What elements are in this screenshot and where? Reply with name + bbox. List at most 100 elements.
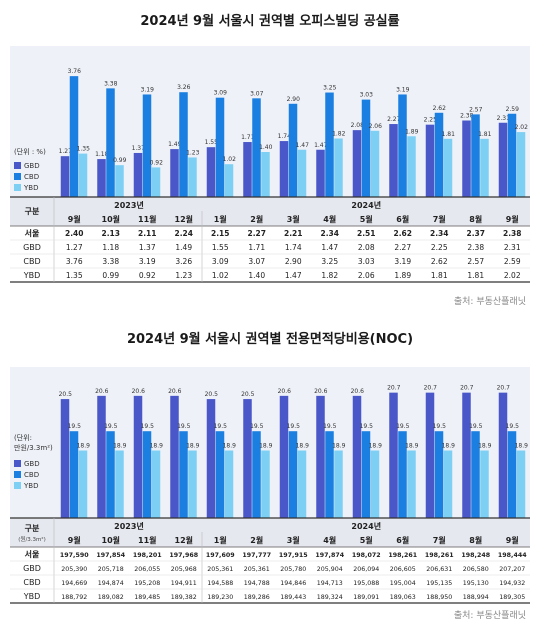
table-cell: 189,485 <box>134 594 160 601</box>
data-label: 20.7 <box>460 385 474 392</box>
bar-gbd <box>60 399 70 518</box>
table-cell: 1.37 <box>139 243 156 252</box>
month-label: 1월 <box>214 535 227 545</box>
data-label: 19.5 <box>214 423 228 430</box>
table-cell: 1.47 <box>285 271 302 280</box>
table-cell: 3.19 <box>139 257 156 266</box>
bar-gbd <box>243 142 252 197</box>
table-cell: 189,382 <box>171 594 197 601</box>
table-cell: 2.25 <box>431 243 448 252</box>
data-label: 2.57 <box>469 106 483 113</box>
legend-label: YBD <box>23 482 38 490</box>
data-label: 0.99 <box>113 157 127 164</box>
bar-cbd <box>215 431 225 518</box>
bar-ybd <box>480 450 489 518</box>
table-cell: 195,208 <box>134 580 160 587</box>
table-cell: 189,324 <box>317 594 343 601</box>
data-label: 20.5 <box>241 391 255 398</box>
table-cell: 198,261 <box>388 552 417 559</box>
source-note: 출처: 부동산플래닛 <box>453 297 526 307</box>
month-label: 1월 <box>214 214 227 224</box>
month-label: 9월 <box>506 535 519 545</box>
bar-ybd <box>115 165 124 197</box>
table-cell: 206,094 <box>353 566 379 573</box>
month-label: 5월 <box>360 214 373 224</box>
table-cell: 194,911 <box>171 580 197 587</box>
table-cell: 2.34 <box>430 229 449 238</box>
year-label: 2024년 <box>351 200 381 210</box>
table-cell: 2.37 <box>466 229 485 238</box>
row-label: GBD <box>23 564 41 573</box>
row-label: YBD <box>23 592 41 601</box>
month-label: 5월 <box>360 535 373 545</box>
month-label: 11월 <box>138 535 157 545</box>
year-label: 2023년 <box>114 521 144 531</box>
table-cell: 194,788 <box>244 580 270 587</box>
bar-ybd <box>334 138 343 197</box>
bar-cbd <box>106 88 115 197</box>
bar-ybd <box>297 149 307 197</box>
data-label: 2.06 <box>369 123 383 130</box>
bar-cbd <box>106 431 115 518</box>
table-cell: 2.38 <box>503 229 522 238</box>
table-cell: 198,261 <box>425 552 454 559</box>
bar-gbd <box>462 120 471 197</box>
table-cell: 2.40 <box>65 229 84 238</box>
data-label: 3.76 <box>68 68 82 75</box>
data-label: 20.6 <box>314 388 328 395</box>
table-cell: 1.35 <box>66 271 83 280</box>
data-label: 19.5 <box>250 423 264 430</box>
bar-gbd <box>352 130 362 197</box>
table-cell: 3.19 <box>394 257 411 266</box>
table-cell: 197,854 <box>96 552 125 559</box>
table-cell: 0.99 <box>102 271 119 280</box>
table-cell: 1.18 <box>102 243 119 252</box>
year-label: 2024년 <box>351 521 381 531</box>
bar-gbd <box>498 392 508 518</box>
data-label: 3.25 <box>323 85 337 92</box>
data-label: 20.6 <box>132 388 146 395</box>
data-label: 20.7 <box>387 385 401 392</box>
table-cell: 1.47 <box>321 243 338 252</box>
month-label: 10월 <box>102 214 121 224</box>
bar-gbd <box>425 124 435 197</box>
data-label: 1.89 <box>405 128 419 135</box>
table-cell: 189,443 <box>280 594 306 601</box>
data-label: 1.27 <box>59 148 73 155</box>
bar-ybd <box>297 450 307 518</box>
bar-gbd <box>498 122 508 197</box>
table-cell: 206,055 <box>134 566 160 573</box>
data-label: 18.9 <box>77 443 91 450</box>
bar-cbd <box>325 92 334 197</box>
month-label: 4월 <box>323 535 336 545</box>
table-cell: 2.11 <box>138 229 157 238</box>
month-label: 7월 <box>433 535 446 545</box>
table-cell: 2.38 <box>467 243 484 252</box>
data-label: 3.19 <box>141 86 155 93</box>
table-cell: 2.13 <box>101 229 120 238</box>
table-cell: 188,950 <box>426 594 452 601</box>
data-label: 19.5 <box>469 423 483 430</box>
bar-cbd <box>434 431 444 518</box>
bar-gbd <box>462 392 471 518</box>
table-cell: 2.02 <box>504 271 521 280</box>
bar-gbd <box>279 395 289 518</box>
data-label: 19.5 <box>433 423 447 430</box>
month-label: 6월 <box>396 535 409 545</box>
table-cell: 198,072 <box>352 552 381 559</box>
data-label: 20.6 <box>351 388 365 395</box>
bar-ybd <box>115 450 124 518</box>
table-cell: 1.23 <box>175 271 192 280</box>
table-cell: 1.27 <box>66 243 83 252</box>
data-label: 19.5 <box>104 423 118 430</box>
table-cell: 2.08 <box>358 243 375 252</box>
bar-ybd <box>261 152 270 197</box>
data-label: 1.35 <box>77 146 91 153</box>
bar-ybd <box>443 138 453 197</box>
bar-ybd <box>480 138 489 197</box>
data-label: 20.6 <box>95 388 109 395</box>
data-label: 19.5 <box>323 423 337 430</box>
noc-panel: 2024년 9월 서울시 권역별 전용면적당비용(NOC) 20.5 20.6 20… <box>0 318 540 630</box>
bar-gbd <box>170 149 179 197</box>
data-label: 2.31 <box>497 115 511 122</box>
